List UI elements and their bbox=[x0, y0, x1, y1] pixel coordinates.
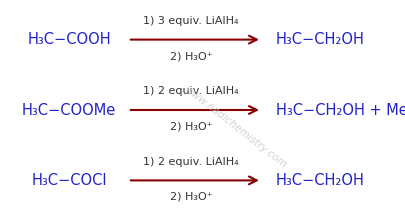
Text: H₃C−CH₂OH + MeOH: H₃C−CH₂OH + MeOH bbox=[275, 103, 405, 117]
Text: 2) H₃O⁺: 2) H₃O⁺ bbox=[169, 51, 211, 61]
Text: 2) H₃O⁺: 2) H₃O⁺ bbox=[169, 121, 211, 132]
Text: 1) 3 equiv. LiAlH₄: 1) 3 equiv. LiAlH₄ bbox=[143, 16, 238, 26]
Text: H₃C−COCl: H₃C−COCl bbox=[31, 173, 107, 188]
Text: H₃C−COOMe: H₃C−COOMe bbox=[22, 103, 116, 117]
Text: 1) 2 equiv. LiAlH₄: 1) 2 equiv. LiAlH₄ bbox=[143, 157, 238, 167]
Text: H₃C−CH₂OH: H₃C−CH₂OH bbox=[275, 173, 364, 188]
Text: H₃C−COOH: H₃C−COOH bbox=[27, 32, 111, 47]
Text: 2) H₃O⁺: 2) H₃O⁺ bbox=[169, 192, 211, 202]
Text: 1) 2 equiv. LiAlH₄: 1) 2 equiv. LiAlH₄ bbox=[143, 86, 238, 96]
Text: H₃C−CH₂OH: H₃C−CH₂OH bbox=[275, 32, 364, 47]
Text: www.nadlchemistry.com: www.nadlchemistry.com bbox=[182, 84, 288, 171]
